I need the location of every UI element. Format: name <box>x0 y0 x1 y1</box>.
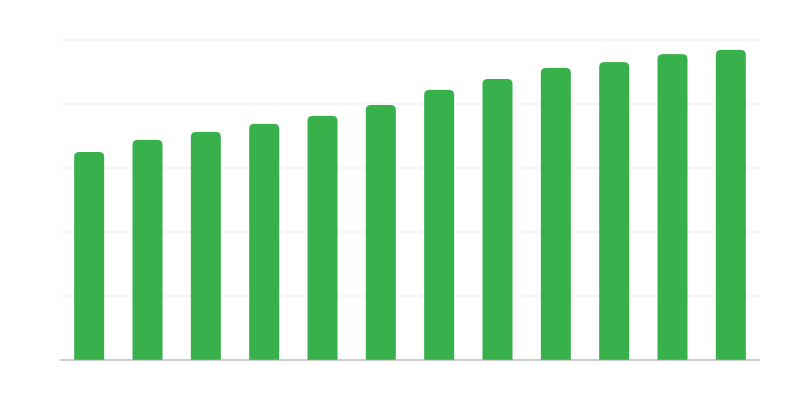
bar <box>190 131 221 360</box>
bar <box>365 104 396 361</box>
bar <box>715 49 746 361</box>
bar <box>599 62 630 360</box>
bar <box>249 123 280 360</box>
bar <box>540 67 571 360</box>
bar <box>307 115 338 360</box>
bar <box>482 79 513 360</box>
bar <box>74 152 105 360</box>
bar <box>424 89 455 361</box>
bar <box>657 54 688 360</box>
bar <box>132 139 163 360</box>
